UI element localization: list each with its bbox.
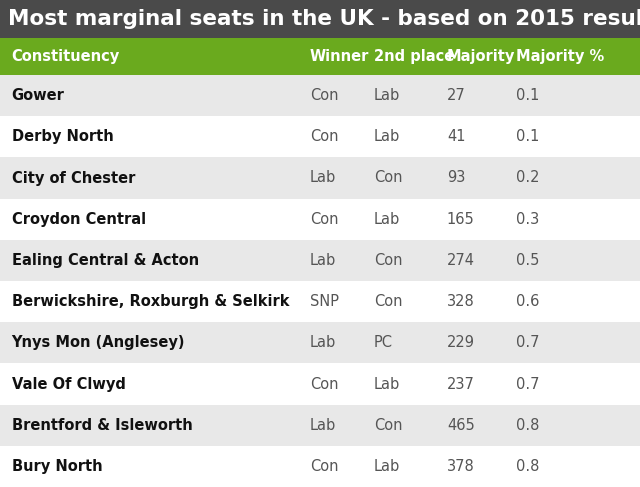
Text: Lab: Lab [374,459,400,474]
Text: 0.8: 0.8 [516,459,540,474]
Text: Most marginal seats in the UK - based on 2015 results: Most marginal seats in the UK - based on… [8,9,640,29]
Text: Lab: Lab [310,253,336,268]
Text: Vale Of Clwyd: Vale Of Clwyd [12,376,125,392]
Text: 0.6: 0.6 [516,294,540,309]
Bar [0,116,640,157]
Text: 0.8: 0.8 [516,418,540,433]
Bar [0,157,640,199]
Text: Bury North: Bury North [12,459,102,474]
Text: Winner: Winner [310,49,369,64]
Bar [0,322,640,363]
Text: Constituency: Constituency [12,49,120,64]
Text: Con: Con [310,88,339,103]
Text: Majority: Majority [447,49,515,64]
Text: Lab: Lab [310,418,336,433]
Text: 328: 328 [447,294,475,309]
Text: 465: 465 [447,418,475,433]
Text: Derby North: Derby North [12,130,113,144]
Text: 41: 41 [447,130,465,144]
Bar [0,446,640,487]
Text: Lab: Lab [310,336,336,350]
Bar [0,363,640,405]
Text: 0.7: 0.7 [516,336,540,350]
Text: 229: 229 [447,336,475,350]
Text: Lab: Lab [374,212,400,227]
Text: 0.1: 0.1 [516,130,540,144]
Bar [0,240,640,281]
Text: Ealing Central & Acton: Ealing Central & Acton [12,253,199,268]
Bar [0,38,640,75]
Text: Lab: Lab [374,130,400,144]
Bar [0,75,640,116]
Text: Ynys Mon (Anglesey): Ynys Mon (Anglesey) [12,336,185,350]
Text: 237: 237 [447,376,475,392]
Text: Lab: Lab [310,170,336,186]
Bar [0,0,640,38]
Text: SNP: SNP [310,294,339,309]
Text: Brentford & Isleworth: Brentford & Isleworth [12,418,193,433]
Text: 27: 27 [447,88,466,103]
Text: Con: Con [310,376,339,392]
Text: 93: 93 [447,170,465,186]
Text: 0.2: 0.2 [516,170,540,186]
Text: 0.7: 0.7 [516,376,540,392]
Text: 0.1: 0.1 [516,88,540,103]
Text: 378: 378 [447,459,475,474]
Text: Con: Con [310,459,339,474]
Text: 0.3: 0.3 [516,212,540,227]
Text: Majority %: Majority % [516,49,604,64]
Text: Con: Con [374,294,403,309]
Text: 0.5: 0.5 [516,253,540,268]
Text: Croydon Central: Croydon Central [12,212,146,227]
Bar [0,199,640,240]
Text: Berwickshire, Roxburgh & Selkirk: Berwickshire, Roxburgh & Selkirk [12,294,289,309]
Text: Con: Con [310,130,339,144]
Text: 2nd place: 2nd place [374,49,454,64]
Text: Lab: Lab [374,88,400,103]
Text: Lab: Lab [374,376,400,392]
Text: Con: Con [310,212,339,227]
Text: PC: PC [374,336,393,350]
Text: Gower: Gower [12,88,65,103]
Text: Con: Con [374,253,403,268]
Text: 274: 274 [447,253,475,268]
Bar [0,281,640,322]
Text: Con: Con [374,418,403,433]
Text: Con: Con [374,170,403,186]
Text: City of Chester: City of Chester [12,170,135,186]
Text: 165: 165 [447,212,475,227]
Bar [0,405,640,446]
